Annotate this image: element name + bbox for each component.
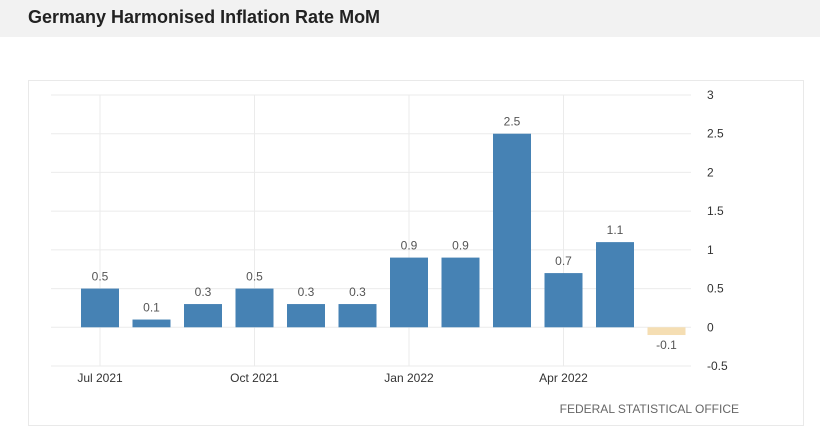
- bar: [544, 273, 583, 328]
- data-label: 0.1: [143, 301, 160, 315]
- y-tick-label: 2: [707, 165, 714, 179]
- data-label: 0.3: [349, 285, 366, 299]
- y-tick-label: 0.5: [707, 282, 724, 296]
- data-label: 0.5: [92, 270, 109, 284]
- bar: [441, 257, 480, 328]
- x-tick-label: Oct 2021: [230, 371, 279, 385]
- bar: [596, 242, 634, 328]
- bar: [287, 304, 325, 328]
- data-label: 0.9: [401, 239, 418, 253]
- bar: [390, 257, 428, 328]
- bar: [493, 133, 531, 328]
- bar: [81, 288, 119, 328]
- bar: [235, 288, 274, 328]
- source-label: FEDERAL STATISTICAL OFFICE: [560, 402, 739, 416]
- x-tick-label: Jul 2021: [77, 371, 123, 385]
- data-label: 0.3: [195, 285, 212, 299]
- data-label: 0.3: [298, 285, 315, 299]
- y-tick-label: 1.5: [707, 204, 724, 218]
- x-tick-label: Apr 2022: [539, 371, 588, 385]
- y-tick-label: 0: [707, 320, 714, 334]
- data-label: 2.5: [504, 115, 521, 129]
- data-label: 0.9: [452, 239, 469, 253]
- bar: [132, 319, 171, 328]
- chart-panel: 3 2.5 2 1.5 1 0.5 0 -0.5 Jul 2021 Oct 2021 Jan 202…: [28, 80, 804, 426]
- y-tick-label: 2.5: [707, 127, 724, 141]
- bar: [184, 304, 222, 328]
- y-tick-label: -0.5: [707, 359, 728, 373]
- y-tick-label: 1: [707, 243, 714, 257]
- bar-chart: 3 2.5 2 1.5 1 0.5 0 -0.5 Jul 2021 Oct 2021 Jan 202…: [51, 88, 739, 416]
- data-label: 1.1: [607, 223, 624, 237]
- y-tick-label: 3: [707, 88, 714, 102]
- bar: [647, 327, 686, 336]
- page-title: Germany Harmonised Inflation Rate MoM: [28, 7, 381, 27]
- bar: [338, 304, 377, 328]
- x-tick-label: Jan 2022: [384, 371, 434, 385]
- data-label: 0.5: [246, 270, 263, 284]
- header-bar: Germany Harmonised Inflation Rate MoM: [0, 0, 820, 37]
- data-label: -0.1: [656, 338, 677, 352]
- data-label: 0.7: [555, 254, 572, 268]
